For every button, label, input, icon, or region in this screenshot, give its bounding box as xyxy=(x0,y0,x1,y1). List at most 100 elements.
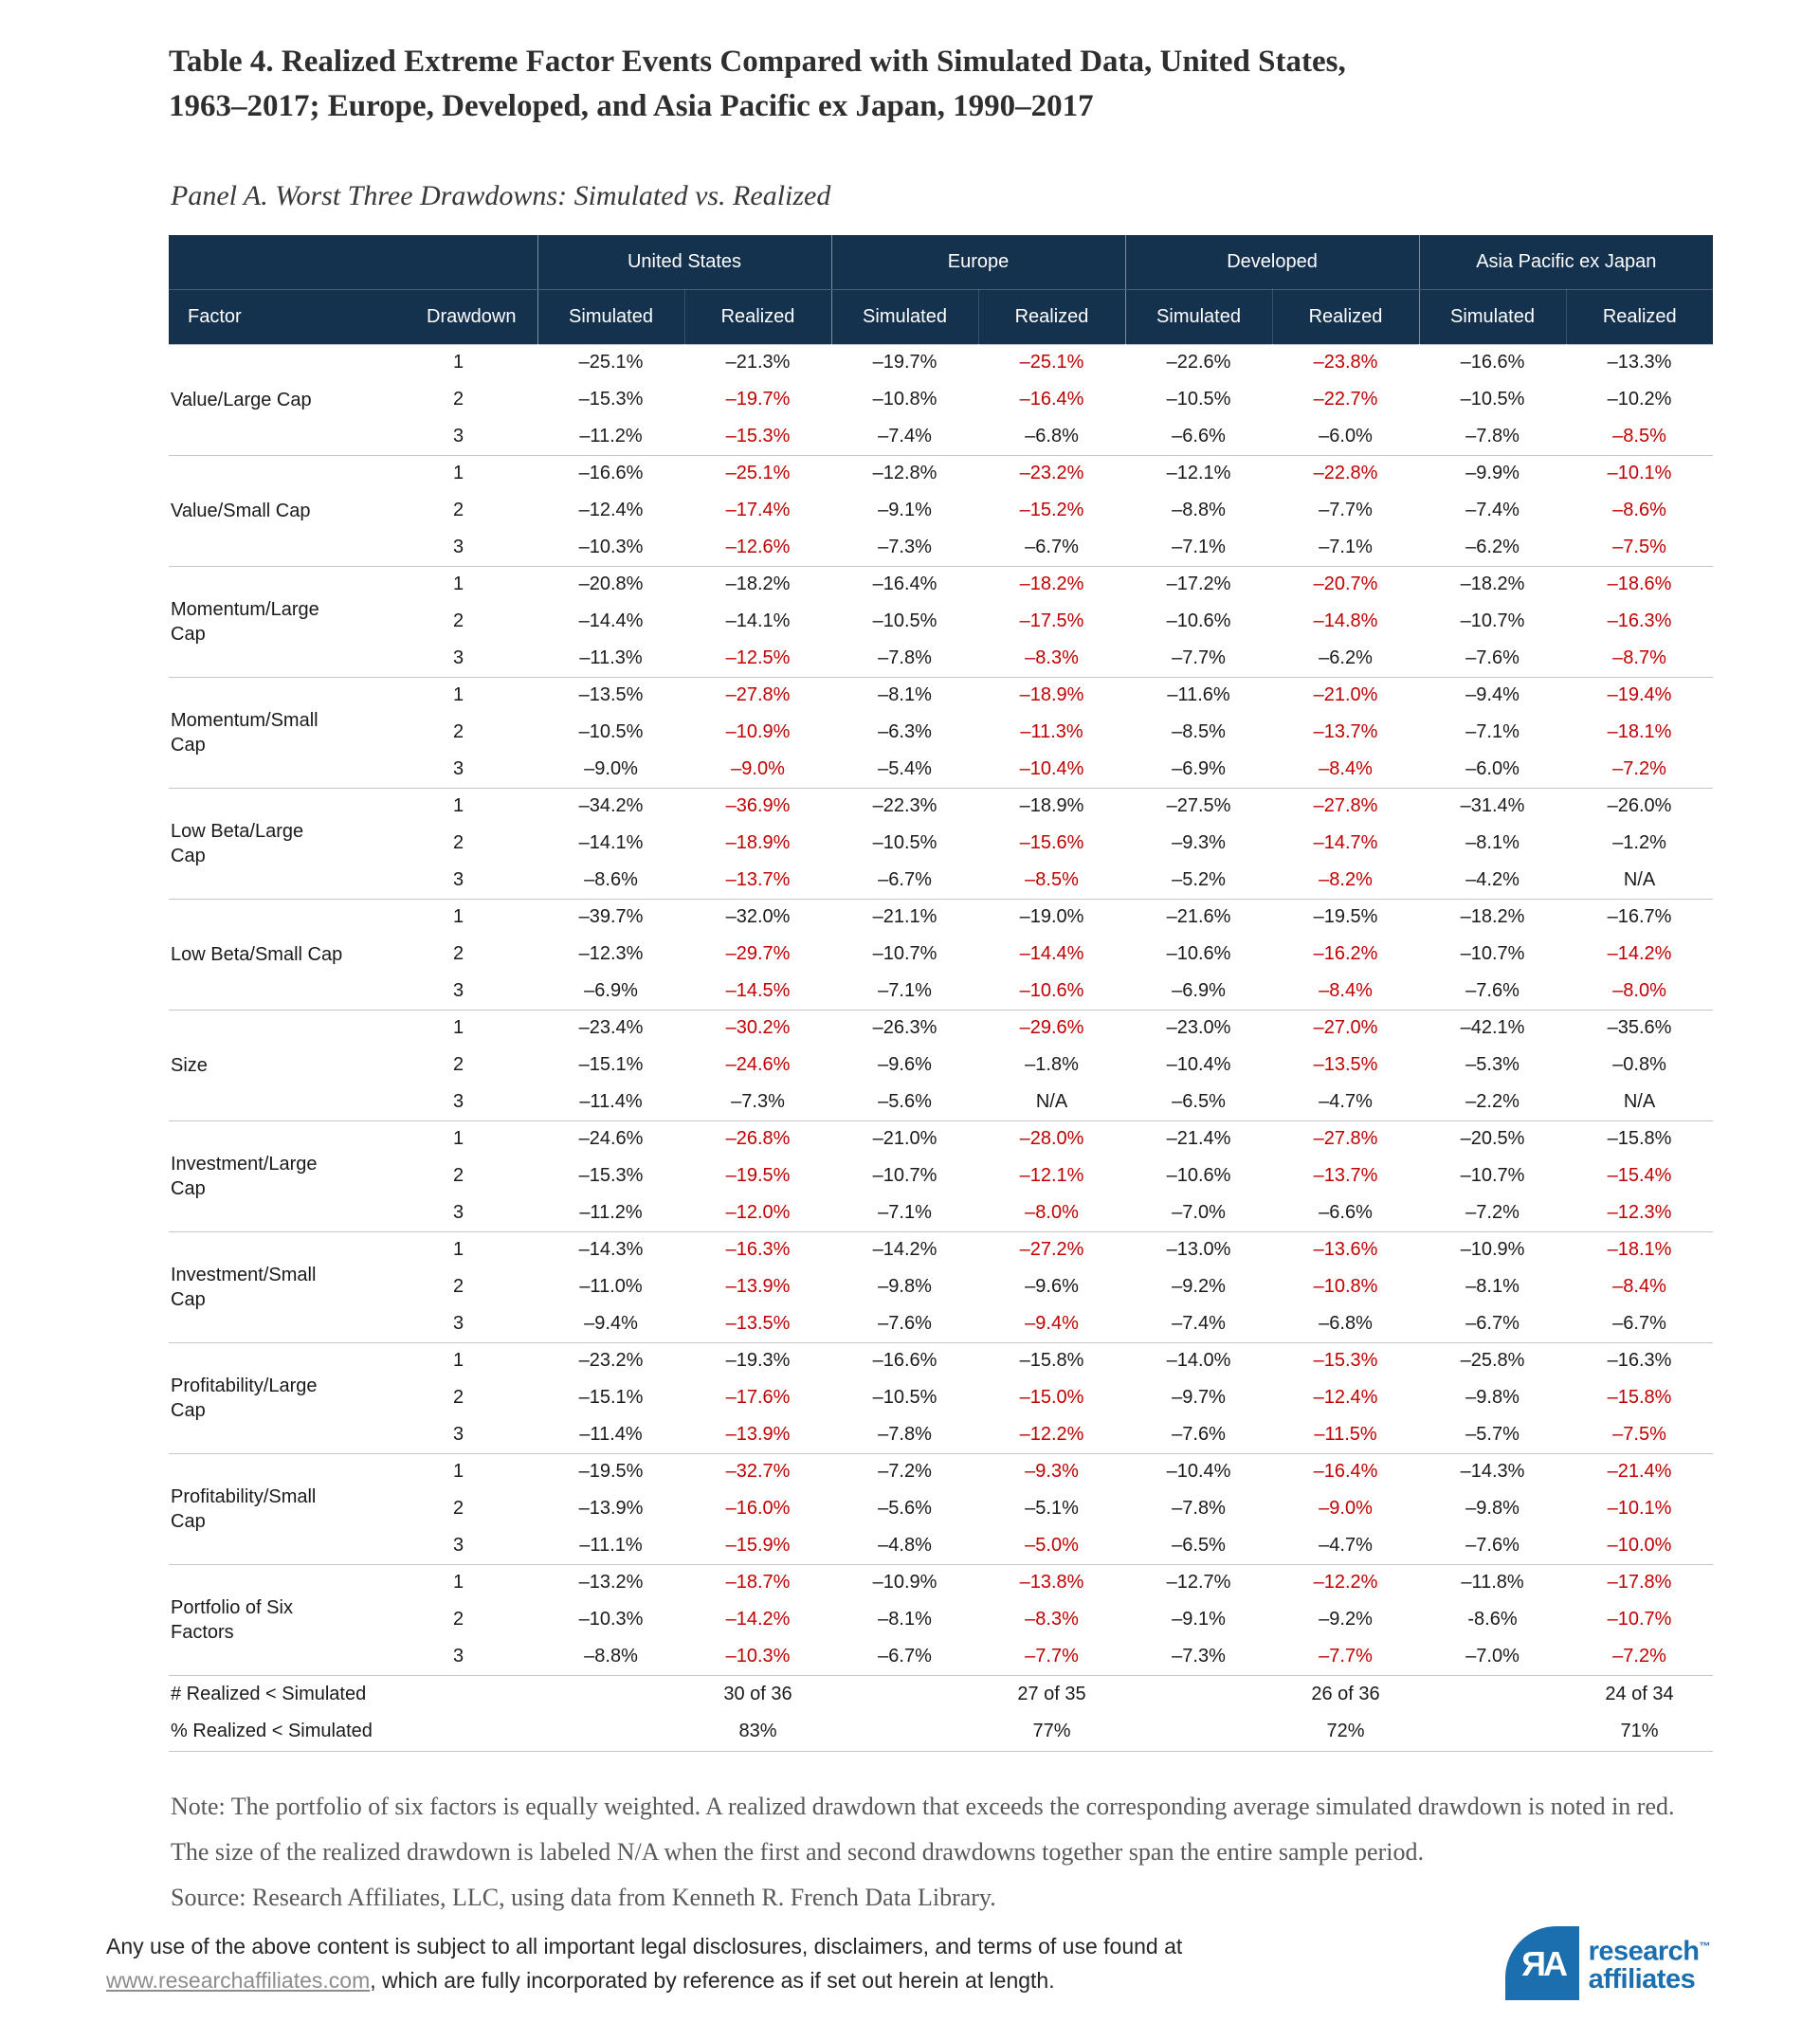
value-cell: –27.8% xyxy=(1272,1120,1420,1157)
value-cell: –7.8% xyxy=(1419,418,1567,455)
value-cell: –13.9% xyxy=(684,1268,832,1305)
value-cell: –8.1% xyxy=(1419,825,1567,862)
value-cell: –7.7% xyxy=(1272,1638,1420,1675)
value-cell: –13.5% xyxy=(1272,1047,1420,1084)
value-cell: –13.2% xyxy=(537,1563,684,1601)
summary-value: 77% xyxy=(978,1713,1126,1752)
value-cell: –11.8% xyxy=(1419,1563,1567,1601)
value-cell: –7.4% xyxy=(831,418,979,455)
drawdown-number: 3 xyxy=(379,418,537,455)
value-cell: –25.1% xyxy=(978,343,1126,381)
value-cell: –36.9% xyxy=(684,787,832,825)
value-cell: –7.8% xyxy=(831,640,979,677)
drawdown-number: 3 xyxy=(379,529,537,566)
drawdown-number: 2 xyxy=(379,1490,537,1527)
value-cell: –17.5% xyxy=(978,603,1126,640)
value-cell: –14.8% xyxy=(1272,603,1420,640)
value-cell: –6.9% xyxy=(537,973,684,1010)
value-cell: –6.7% xyxy=(1419,1305,1567,1342)
value-cell: –9.4% xyxy=(1419,676,1567,714)
value-cell: –16.3% xyxy=(1566,1341,1714,1379)
value-cell: –14.2% xyxy=(684,1601,832,1638)
value-cell: –10.9% xyxy=(831,1563,979,1601)
value-cell: –10.2% xyxy=(1566,381,1714,418)
table-row: 3 –11.4% –7.3% –5.6% N/A –6.5% –4.7% –2.2% N/A xyxy=(169,1084,1714,1120)
drawdown-number: 2 xyxy=(379,1268,537,1305)
value-cell: –18.2% xyxy=(978,565,1126,603)
table-header: United States Europe Developed Asia Pacific… xyxy=(169,235,1714,344)
table-row: 2 –15.3% –19.5% –10.7% –12.1% –10.6% –13.7% –10… xyxy=(169,1157,1714,1194)
footer-link[interactable]: www.researchaffiliates.com xyxy=(106,1968,371,1993)
summary-row: % Realized < Simulated 83% 77% 72% 71% xyxy=(169,1713,1714,1752)
value-cell: –10.6% xyxy=(1125,603,1273,640)
table-note: Note: The portfolio of six factors is eq… xyxy=(171,1784,1716,1921)
value-cell: –10.3% xyxy=(684,1638,832,1675)
simulated-column-header-3: Simulated xyxy=(1124,289,1273,344)
value-cell: –28.0% xyxy=(978,1120,1126,1157)
value-cell: –9.3% xyxy=(1125,825,1273,862)
value-cell: –6.6% xyxy=(1272,1194,1420,1231)
value-cell: –42.1% xyxy=(1419,1009,1567,1047)
table-row: 2 –15.1% –24.6% –9.6% –1.8% –10.4% –13.5% –5.3%… xyxy=(169,1047,1714,1084)
value-cell: –9.3% xyxy=(978,1452,1126,1490)
value-cell: –12.1% xyxy=(978,1157,1126,1194)
value-cell: –7.7% xyxy=(1272,492,1420,529)
value-cell: –23.0% xyxy=(1125,1009,1273,1047)
table-row: Momentum/Small Cap 1 –13.5% –27.8% –8.1% –18.… xyxy=(169,676,1714,788)
value-cell: –19.7% xyxy=(831,343,979,381)
summary-value: 72% xyxy=(1272,1713,1420,1752)
logo-word-affiliates: affiliates xyxy=(1588,1963,1696,1995)
value-cell: –7.2% xyxy=(1566,1638,1714,1675)
value-cell: –16.6% xyxy=(537,454,684,492)
table-row: 2 –14.1% –18.9% –10.5% –15.6% –9.3% –14.7% –8.1… xyxy=(169,825,1714,862)
value-cell: –7.1% xyxy=(831,973,979,1010)
value-cell: –6.7% xyxy=(1566,1305,1714,1342)
factor-name: Value/Small Cap xyxy=(169,454,379,566)
value-cell: –10.6% xyxy=(1125,936,1273,973)
value-cell: –11.3% xyxy=(537,640,684,677)
value-cell: –21.0% xyxy=(831,1120,979,1157)
footer-line2: , which are fully incorporated by refere… xyxy=(370,1968,1055,1993)
value-cell: –5.1% xyxy=(978,1490,1126,1527)
value-cell: –8.8% xyxy=(537,1638,684,1675)
value-cell: –7.5% xyxy=(1566,529,1714,566)
table-row: 2 –14.4% –14.1% –10.5% –17.5% –10.6% –14.8% –10… xyxy=(169,603,1714,640)
value-cell: –14.1% xyxy=(537,825,684,862)
value-cell: –8.0% xyxy=(1566,973,1714,1010)
value-cell: –15.3% xyxy=(537,381,684,418)
table-row: Profitability/Large Cap 1 –23.2% –19.3% –16.… xyxy=(169,1341,1714,1453)
region-group-header-4: Asia Pacific ex Japan xyxy=(1418,235,1714,290)
drawdown-number: 1 xyxy=(379,343,537,381)
table-row: Portfolio of Six Factors 1 –13.2% –18.7% –10… xyxy=(169,1563,1714,1675)
value-cell: –13.0% xyxy=(1125,1230,1273,1268)
value-cell: –21.6% xyxy=(1125,898,1273,936)
drawdown-number: 2 xyxy=(379,381,537,418)
table-row: 3 –9.0% –9.0% –5.4% –10.4% –6.9% –8.4% –6.0% –7.… xyxy=(169,751,1714,788)
value-cell: –13.9% xyxy=(684,1416,832,1453)
value-cell: –10.8% xyxy=(1272,1268,1420,1305)
value-cell: –6.2% xyxy=(1272,640,1420,677)
value-cell: –7.3% xyxy=(1125,1638,1273,1675)
table-row: 3 –11.2% –12.0% –7.1% –8.0% –7.0% –6.6% –7.2% –1… xyxy=(169,1194,1714,1231)
value-cell: –10.1% xyxy=(1566,1490,1714,1527)
value-cell: –15.4% xyxy=(1566,1157,1714,1194)
value-cell: –8.5% xyxy=(1125,714,1273,751)
table-row: Investment/Small Cap 1 –14.3% –16.3% –14.2% –… xyxy=(169,1230,1714,1342)
value-cell: –21.1% xyxy=(831,898,979,936)
value-cell: –19.0% xyxy=(978,898,1126,936)
value-cell: –7.2% xyxy=(1419,1194,1567,1231)
drawdown-number: 3 xyxy=(379,1305,537,1342)
value-cell: –10.6% xyxy=(978,973,1126,1010)
summary-value: 71% xyxy=(1566,1713,1714,1752)
factor-name: Investment/Small Cap xyxy=(169,1230,379,1342)
value-cell: –19.3% xyxy=(684,1341,832,1379)
value-cell: –12.4% xyxy=(537,492,684,529)
value-cell: –27.8% xyxy=(684,676,832,714)
value-cell: –14.7% xyxy=(1272,825,1420,862)
value-cell: –10.1% xyxy=(1566,454,1714,492)
value-cell: –12.1% xyxy=(1125,454,1273,492)
value-cell: –10.4% xyxy=(1125,1452,1273,1490)
value-cell: –10.7% xyxy=(1419,936,1567,973)
value-cell: –8.3% xyxy=(978,1601,1126,1638)
value-cell: –22.7% xyxy=(1272,381,1420,418)
